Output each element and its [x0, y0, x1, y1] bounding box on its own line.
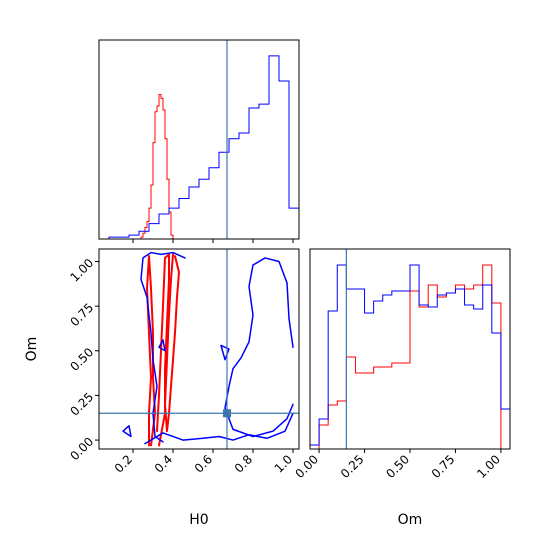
h0-histogram-panel — [98, 39, 300, 243]
h0-om-x-tick-label: 1.0 — [272, 452, 295, 475]
h0-om-y-tick-label: 0.75 — [67, 300, 96, 329]
h0-om-x-tick-label: 0.8 — [232, 452, 255, 475]
blue-contour-line — [144, 412, 294, 445]
h0-om-contour-panel: H0 Om 0.2 0.4 0.6 0.8 1.0 0.00 0.25 0.50 0.75 1.0… — [24, 248, 300, 528]
h0-om-contour-frame — [98, 248, 300, 450]
h0-om-y-tick-label: 1.00 — [67, 256, 96, 285]
red-contour-line — [164, 253, 180, 433]
h0-histogram-plot-area — [99, 40, 300, 240]
red-contour-line — [146, 255, 156, 447]
h0-red-histogram-line — [140, 93, 174, 239]
blue-contour-line — [122, 425, 132, 438]
om-histogram-x-tick-label: 1.00 — [474, 452, 503, 481]
h0-om-x-tick-label: 0.2 — [112, 452, 135, 475]
h0-blue-histogram-line — [99, 55, 300, 240]
h0-om-x-tick-label: 0.4 — [152, 452, 175, 475]
om-histogram-plot-area — [309, 249, 511, 449]
om-histogram-x-tick-label: 0.75 — [429, 452, 458, 481]
h0-om-contour-plot-area — [99, 249, 299, 449]
om-histogram-x-tick-label: 0.25 — [338, 452, 367, 481]
blue-contour-line — [224, 257, 294, 438]
h0-om-truth-marker — [223, 409, 231, 418]
om-histogram-panel: Om 0.00 0.25 0.50 0.75 1.00 — [292, 248, 511, 528]
blue-contour-line — [220, 344, 230, 361]
om-blue-histogram-line — [309, 264, 511, 449]
blue-contour-line — [158, 339, 166, 352]
h0-histogram-frame — [98, 39, 300, 240]
h0-om-x-tick-label: 0.6 — [192, 452, 215, 475]
h0-om-y-tick-label: 0.50 — [67, 345, 96, 374]
om-histogram-x-tick-label: 0.00 — [292, 452, 321, 481]
h0-om-y-tick-label: 0.25 — [67, 390, 96, 419]
om-histogram-x-tick-label: 0.50 — [383, 452, 412, 481]
x-axis-label-h0: H0 — [189, 512, 208, 528]
h0-om-y-tick-label: 0.00 — [67, 434, 96, 463]
x-axis-label-om: Om — [398, 512, 423, 528]
y-axis-label-om: Om — [24, 337, 40, 362]
